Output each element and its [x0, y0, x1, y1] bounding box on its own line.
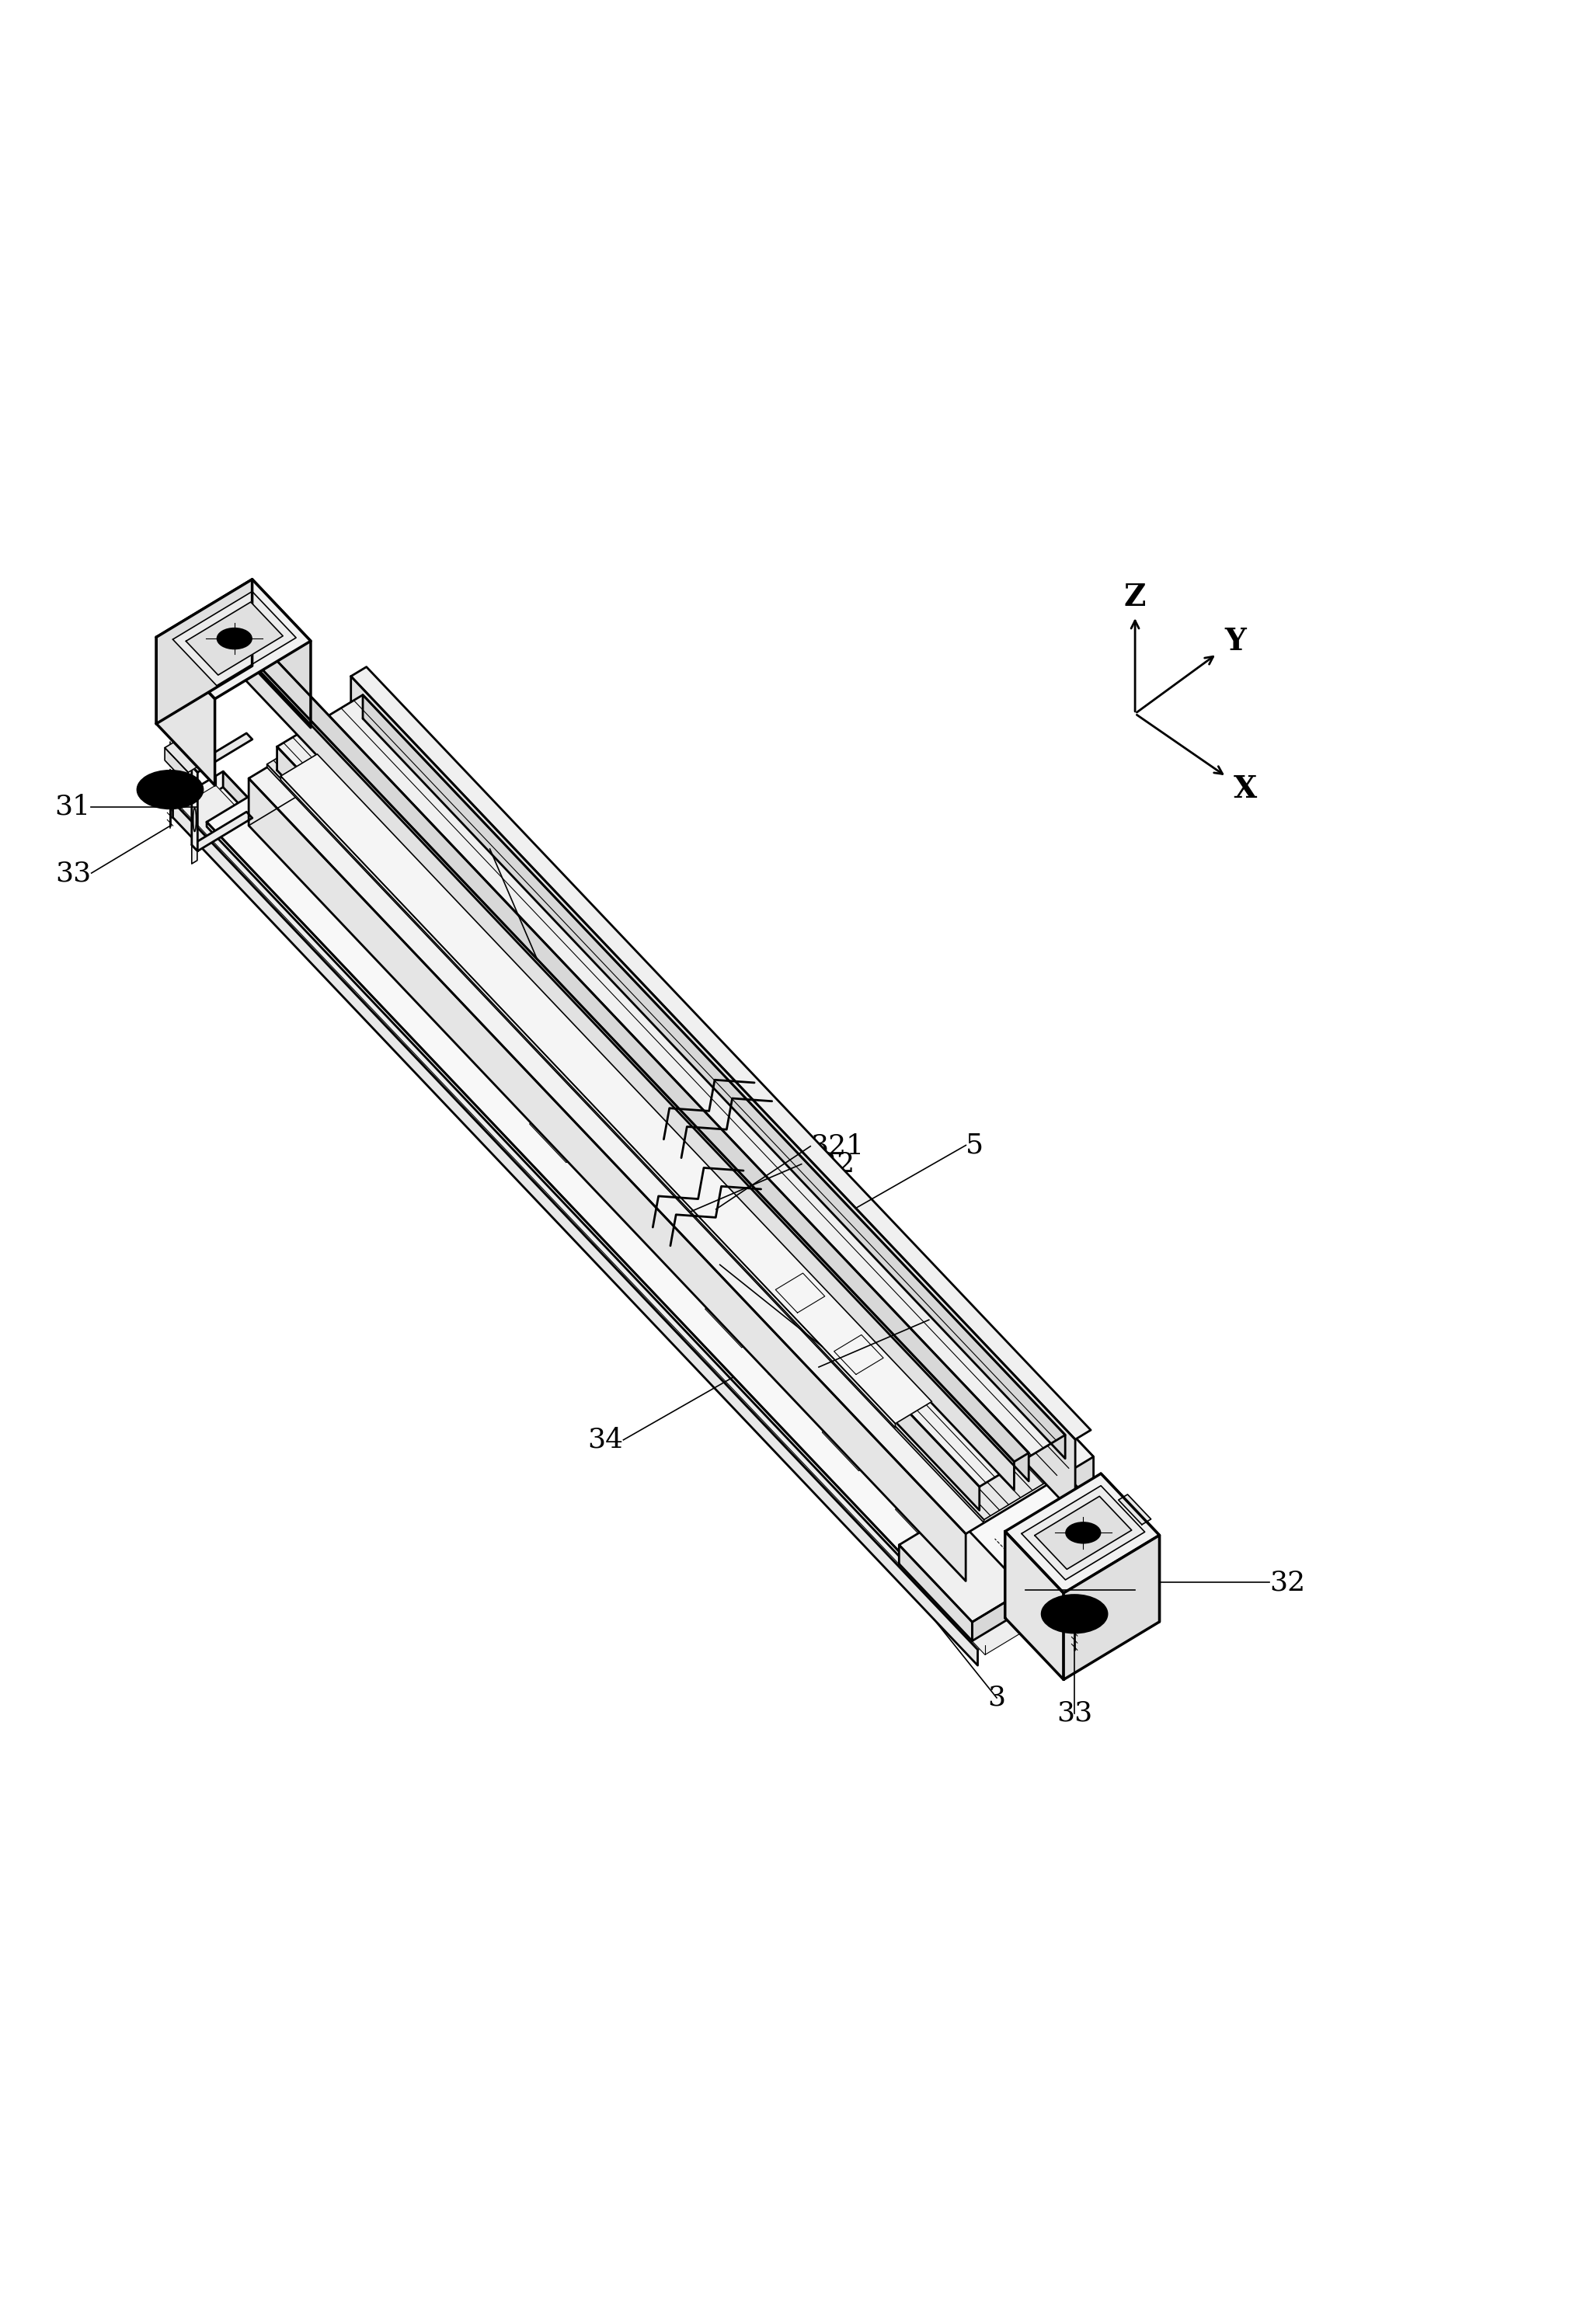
Ellipse shape: [137, 769, 203, 809]
Polygon shape: [281, 753, 932, 1425]
Polygon shape: [180, 786, 1020, 1655]
Text: 32: 32: [1269, 1569, 1304, 1597]
Polygon shape: [1035, 1497, 1131, 1569]
Polygon shape: [899, 1513, 1025, 1622]
Ellipse shape: [153, 781, 186, 799]
Polygon shape: [899, 1545, 971, 1641]
Polygon shape: [192, 811, 252, 851]
Polygon shape: [1063, 1536, 1159, 1680]
Text: Y: Y: [1224, 627, 1246, 655]
Polygon shape: [281, 776, 894, 1427]
Polygon shape: [1020, 1485, 1145, 1580]
Polygon shape: [252, 579, 311, 727]
Polygon shape: [186, 602, 282, 674]
Polygon shape: [1118, 1494, 1151, 1525]
Polygon shape: [363, 695, 1064, 1459]
Polygon shape: [971, 1590, 1025, 1641]
Polygon shape: [192, 732, 252, 772]
Polygon shape: [278, 746, 979, 1511]
Ellipse shape: [1041, 1594, 1107, 1634]
Polygon shape: [377, 702, 1093, 1504]
Ellipse shape: [218, 627, 252, 648]
Polygon shape: [358, 716, 1077, 1473]
Polygon shape: [207, 823, 953, 1613]
Text: 31: 31: [55, 795, 90, 820]
Text: 33: 33: [1057, 1699, 1091, 1727]
Polygon shape: [232, 627, 1028, 1462]
Polygon shape: [1005, 1532, 1063, 1680]
Polygon shape: [173, 772, 1027, 1650]
Polygon shape: [173, 802, 978, 1666]
Polygon shape: [267, 709, 1076, 1520]
Polygon shape: [232, 637, 1014, 1490]
Text: 41: 41: [684, 1253, 719, 1278]
Polygon shape: [156, 637, 214, 786]
Text: 4: 4: [1135, 1578, 1153, 1604]
Text: 311: 311: [765, 1355, 818, 1380]
Polygon shape: [267, 765, 984, 1522]
Text: X: X: [1233, 774, 1257, 804]
Text: 34: 34: [587, 1427, 623, 1452]
Polygon shape: [249, 702, 1093, 1534]
Polygon shape: [1005, 1473, 1159, 1592]
Polygon shape: [246, 627, 1028, 1480]
Polygon shape: [1101, 1473, 1159, 1622]
Ellipse shape: [1066, 1522, 1099, 1543]
Polygon shape: [249, 779, 965, 1580]
Text: 3: 3: [987, 1685, 1005, 1710]
Polygon shape: [192, 767, 197, 851]
Polygon shape: [164, 741, 197, 772]
Polygon shape: [350, 676, 1076, 1515]
Polygon shape: [278, 695, 1064, 1487]
Polygon shape: [173, 593, 296, 686]
Polygon shape: [156, 579, 252, 723]
Text: 33: 33: [55, 860, 91, 885]
Text: 322: 322: [801, 1150, 855, 1178]
Polygon shape: [207, 739, 1090, 1608]
Text: 5: 5: [965, 1132, 984, 1157]
Text: Z: Z: [1123, 583, 1145, 611]
Polygon shape: [222, 772, 1027, 1636]
Polygon shape: [156, 579, 311, 700]
Polygon shape: [164, 748, 188, 786]
Ellipse shape: [1058, 1604, 1090, 1624]
Text: 323: 323: [462, 837, 517, 862]
Polygon shape: [350, 667, 1090, 1439]
Text: 321: 321: [811, 1134, 864, 1160]
Polygon shape: [192, 841, 197, 865]
